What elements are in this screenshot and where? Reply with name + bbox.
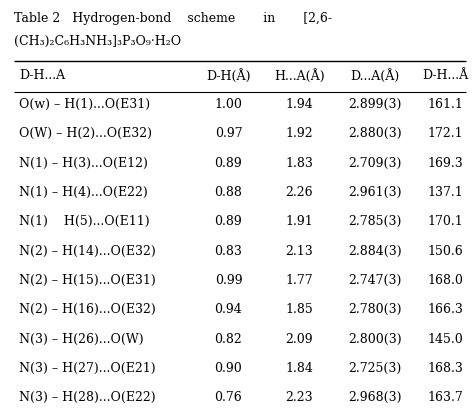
Text: 137.1: 137.1 — [427, 186, 463, 199]
Text: Table 2   Hydrogen-bond    scheme       in       [2,6-: Table 2 Hydrogen-bond scheme in [2,6- — [14, 12, 332, 25]
Text: N(1) – H(4)...O(E22): N(1) – H(4)...O(E22) — [19, 186, 147, 199]
Text: 0.89: 0.89 — [215, 157, 242, 169]
Text: N(2) – H(15)...O(E31): N(2) – H(15)...O(E31) — [19, 274, 155, 287]
Text: 2.709(3): 2.709(3) — [348, 157, 401, 169]
Text: 2.780(3): 2.780(3) — [348, 303, 401, 316]
Text: 150.6: 150.6 — [427, 244, 463, 257]
Text: 1.94: 1.94 — [285, 98, 313, 111]
Text: 2.26: 2.26 — [285, 186, 313, 199]
Text: 2.23: 2.23 — [285, 391, 313, 404]
Text: 0.88: 0.88 — [215, 186, 242, 199]
Text: 163.7: 163.7 — [427, 391, 463, 404]
Text: 1.85: 1.85 — [285, 303, 313, 316]
Text: 0.97: 0.97 — [215, 127, 242, 140]
Text: 0.99: 0.99 — [215, 274, 242, 287]
Text: 2.747(3): 2.747(3) — [348, 274, 401, 287]
Text: 1.92: 1.92 — [285, 127, 313, 140]
Text: N(3) – H(28)...O(E22): N(3) – H(28)...O(E22) — [19, 391, 155, 404]
Text: 1.83: 1.83 — [285, 157, 313, 169]
Text: 2.961(3): 2.961(3) — [348, 186, 401, 199]
Text: 0.83: 0.83 — [215, 244, 242, 257]
Text: 2.09: 2.09 — [285, 333, 313, 346]
Text: 0.82: 0.82 — [215, 333, 242, 346]
Text: 2.785(3): 2.785(3) — [348, 215, 401, 228]
Text: D-H...Å: D-H...Å — [422, 69, 468, 82]
Text: 166.3: 166.3 — [427, 303, 463, 316]
Text: H...A(Å): H...A(Å) — [274, 69, 324, 83]
Text: 2.968(3): 2.968(3) — [348, 391, 401, 404]
Text: 170.1: 170.1 — [427, 215, 463, 228]
Text: N(3) – H(26)...O(W): N(3) – H(26)...O(W) — [19, 333, 144, 346]
Text: 1.00: 1.00 — [215, 98, 242, 111]
Text: 172.1: 172.1 — [428, 127, 463, 140]
Text: 145.0: 145.0 — [427, 333, 463, 346]
Text: 0.89: 0.89 — [215, 215, 242, 228]
Text: 2.880(3): 2.880(3) — [348, 127, 401, 140]
Text: 169.3: 169.3 — [427, 157, 463, 169]
Text: 2.13: 2.13 — [285, 244, 313, 257]
Text: 161.1: 161.1 — [427, 98, 463, 111]
Text: 1.77: 1.77 — [285, 274, 313, 287]
Text: 168.3: 168.3 — [427, 362, 463, 375]
Text: 2.800(3): 2.800(3) — [348, 333, 401, 346]
Text: N(1) – H(3)...O(E12): N(1) – H(3)...O(E12) — [19, 157, 148, 169]
Text: D-H...A: D-H...A — [19, 69, 65, 82]
Text: 2.899(3): 2.899(3) — [348, 98, 401, 111]
Text: O(W) – H(2)...O(E32): O(W) – H(2)...O(E32) — [19, 127, 152, 140]
Text: 0.90: 0.90 — [215, 362, 242, 375]
Text: D...A(Å): D...A(Å) — [350, 69, 399, 83]
Text: O(w) – H(1)...O(E31): O(w) – H(1)...O(E31) — [19, 98, 150, 111]
Text: 1.91: 1.91 — [285, 215, 313, 228]
Text: D-H(Å): D-H(Å) — [206, 69, 251, 83]
Text: N(1)    H(5)...O(E11): N(1) H(5)...O(E11) — [19, 215, 149, 228]
Text: N(3) – H(27)...O(E21): N(3) – H(27)...O(E21) — [19, 362, 155, 375]
Text: 0.76: 0.76 — [215, 391, 242, 404]
Text: (CH₃)₂C₆H₃NH₃]₃P₃O₉·H₂O: (CH₃)₂C₆H₃NH₃]₃P₃O₉·H₂O — [14, 35, 181, 48]
Text: 2.725(3): 2.725(3) — [348, 362, 401, 375]
Text: N(2) – H(16)...O(E32): N(2) – H(16)...O(E32) — [19, 303, 155, 316]
Text: 2.884(3): 2.884(3) — [348, 244, 401, 257]
Text: 0.94: 0.94 — [215, 303, 242, 316]
Text: N(2) – H(14)...O(E32): N(2) – H(14)...O(E32) — [19, 244, 155, 257]
Text: 168.0: 168.0 — [427, 274, 463, 287]
Text: 1.84: 1.84 — [285, 362, 313, 375]
